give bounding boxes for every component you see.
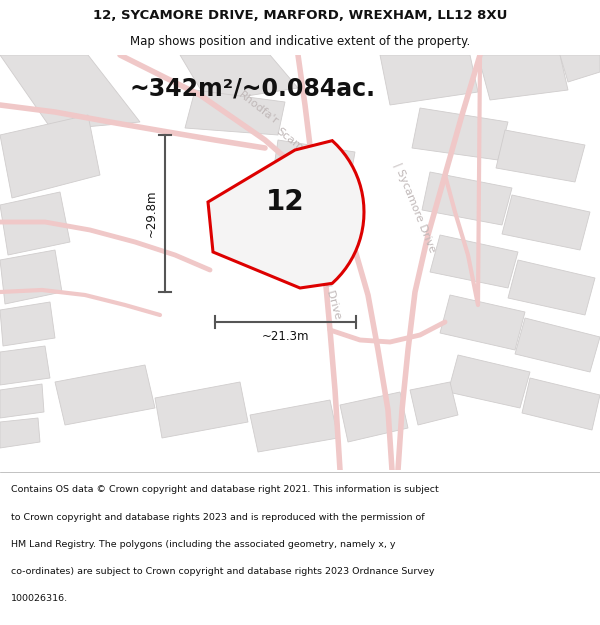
- Polygon shape: [340, 392, 408, 442]
- Polygon shape: [410, 382, 458, 425]
- Polygon shape: [180, 55, 298, 102]
- Text: Rhodfa'r: Rhodfa'r: [236, 89, 280, 126]
- Polygon shape: [560, 55, 600, 82]
- Polygon shape: [0, 418, 40, 448]
- Polygon shape: [272, 140, 355, 192]
- Text: Map shows position and indicative extent of the property.: Map shows position and indicative extent…: [130, 35, 470, 48]
- Polygon shape: [508, 260, 595, 315]
- Text: ~342m²/~0.084ac.: ~342m²/~0.084ac.: [130, 76, 376, 100]
- Text: Scamowydden: Scamowydden: [275, 126, 345, 184]
- Polygon shape: [208, 141, 364, 288]
- Text: 100026316.: 100026316.: [11, 594, 68, 603]
- Text: 12: 12: [266, 188, 304, 216]
- Polygon shape: [440, 295, 525, 350]
- Polygon shape: [430, 235, 518, 288]
- Text: ~21.3m: ~21.3m: [262, 331, 309, 344]
- Polygon shape: [0, 384, 44, 418]
- Text: Willow Drive: Willow Drive: [314, 251, 343, 319]
- Text: ~29.8m: ~29.8m: [145, 190, 157, 238]
- Text: 12, SYCAMORE DRIVE, MARFORD, WREXHAM, LL12 8XU: 12, SYCAMORE DRIVE, MARFORD, WREXHAM, LL…: [93, 9, 507, 22]
- Polygon shape: [412, 108, 508, 160]
- Polygon shape: [155, 382, 248, 438]
- Polygon shape: [422, 172, 512, 225]
- Polygon shape: [448, 355, 530, 408]
- Polygon shape: [55, 365, 155, 425]
- Polygon shape: [496, 130, 585, 182]
- Polygon shape: [0, 346, 50, 385]
- Polygon shape: [185, 90, 285, 135]
- Polygon shape: [0, 192, 70, 255]
- Polygon shape: [0, 250, 62, 304]
- Polygon shape: [250, 400, 338, 452]
- Polygon shape: [478, 55, 568, 100]
- Polygon shape: [502, 195, 590, 250]
- Polygon shape: [0, 115, 100, 198]
- Text: HM Land Registry. The polygons (including the associated geometry, namely x, y: HM Land Registry. The polygons (includin…: [11, 540, 395, 549]
- Text: co-ordinates) are subject to Crown copyright and database rights 2023 Ordnance S: co-ordinates) are subject to Crown copyr…: [11, 567, 434, 576]
- Text: to Crown copyright and database rights 2023 and is reproduced with the permissio: to Crown copyright and database rights 2…: [11, 512, 424, 522]
- Text: Contains OS data © Crown copyright and database right 2021. This information is : Contains OS data © Crown copyright and d…: [11, 486, 439, 494]
- Polygon shape: [0, 302, 55, 346]
- Polygon shape: [522, 378, 600, 430]
- Polygon shape: [380, 55, 478, 105]
- Polygon shape: [0, 55, 140, 130]
- Polygon shape: [515, 318, 600, 372]
- Text: | Sycamore Drive: | Sycamore Drive: [392, 161, 438, 254]
